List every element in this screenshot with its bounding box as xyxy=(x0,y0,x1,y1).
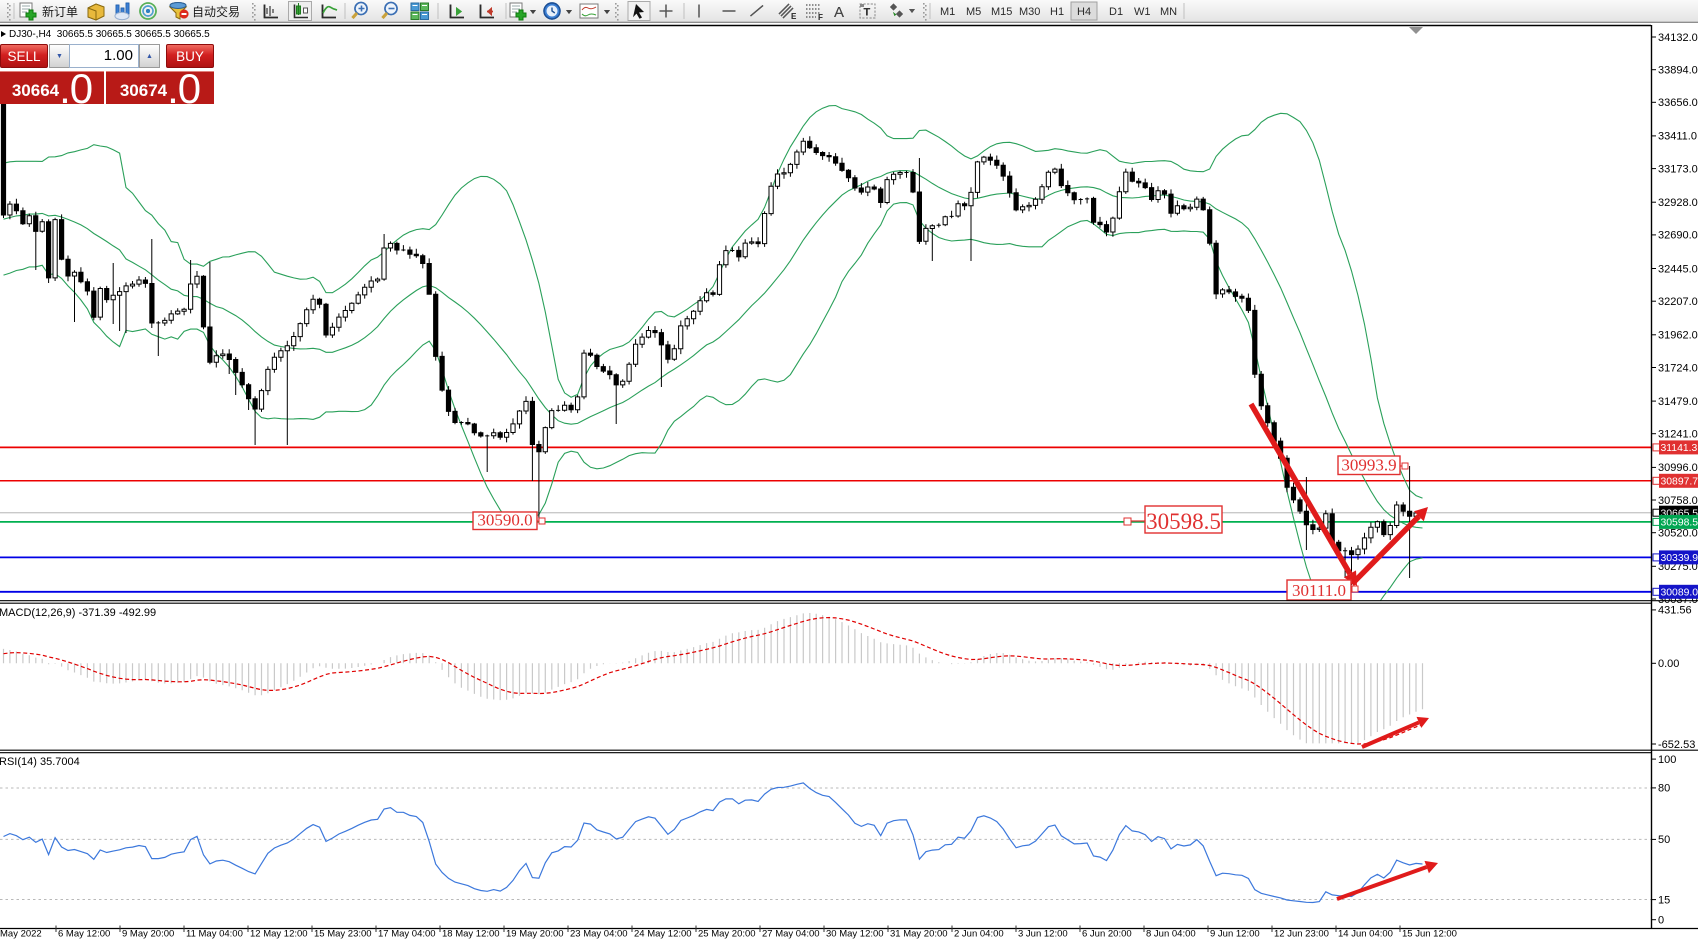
svg-text:15: 15 xyxy=(1658,894,1670,906)
svg-text:30758.0: 30758.0 xyxy=(1658,495,1698,507)
svg-text:6 May 12:00: 6 May 12:00 xyxy=(58,929,110,939)
svg-text:30897.7: 30897.7 xyxy=(1661,477,1698,488)
svg-text:0: 0 xyxy=(1658,915,1664,927)
svg-text:D1: D1 xyxy=(1109,6,1123,18)
svg-text:30111.0: 30111.0 xyxy=(1292,581,1346,600)
svg-text:30993.9: 30993.9 xyxy=(1341,456,1396,475)
svg-text:30665.5: 30665.5 xyxy=(1661,508,1698,519)
svg-text:32207.0: 32207.0 xyxy=(1658,296,1698,308)
svg-text:自动交易: 自动交易 xyxy=(192,4,240,19)
svg-text:F: F xyxy=(818,13,823,22)
svg-text:31962.0: 31962.0 xyxy=(1658,330,1698,342)
svg-text:34132.0: 34132.0 xyxy=(1658,32,1698,44)
svg-text:30339.9: 30339.9 xyxy=(1661,553,1698,564)
svg-text:33894.0: 33894.0 xyxy=(1658,65,1698,77)
svg-text:31141.3: 31141.3 xyxy=(1661,443,1698,454)
svg-text:9 May 20:00: 9 May 20:00 xyxy=(122,929,174,939)
svg-text:3 Jun 12:00: 3 Jun 12:00 xyxy=(1018,929,1068,939)
svg-text:33173.0: 33173.0 xyxy=(1658,163,1698,175)
svg-text:80: 80 xyxy=(1658,783,1670,795)
svg-text:100: 100 xyxy=(1658,754,1676,766)
svg-text:12 Jun 23:00: 12 Jun 23:00 xyxy=(1274,929,1329,939)
svg-text:30598.5: 30598.5 xyxy=(1661,518,1698,529)
svg-text:9 Jun 12:00: 9 Jun 12:00 xyxy=(1210,929,1260,939)
svg-text:8 Jun 04:00: 8 Jun 04:00 xyxy=(1146,929,1196,939)
svg-text:25 May 20:00: 25 May 20:00 xyxy=(698,929,756,939)
svg-text:30089.0: 30089.0 xyxy=(1661,588,1698,599)
svg-text:30598.5: 30598.5 xyxy=(1146,509,1221,534)
svg-text:32928.0: 32928.0 xyxy=(1658,197,1698,209)
svg-text:MACD(12,26,9) -371.39 -492.99: MACD(12,26,9) -371.39 -492.99 xyxy=(0,607,156,619)
svg-text:50: 50 xyxy=(1658,834,1670,846)
svg-text:31241.0: 31241.0 xyxy=(1658,429,1698,441)
svg-text:H1: H1 xyxy=(1050,6,1064,18)
svg-text:MN: MN xyxy=(1160,6,1177,18)
svg-text:12 May 12:00: 12 May 12:00 xyxy=(250,929,308,939)
svg-text:6 Jun 20:00: 6 Jun 20:00 xyxy=(1082,929,1132,939)
svg-text:18 May 12:00: 18 May 12:00 xyxy=(442,929,500,939)
svg-text:M5: M5 xyxy=(966,6,981,18)
svg-text:31724.0: 31724.0 xyxy=(1658,362,1698,374)
svg-text:H4: H4 xyxy=(1077,6,1091,18)
svg-text:33411.0: 33411.0 xyxy=(1658,131,1697,143)
svg-text:30996.0: 30996.0 xyxy=(1658,462,1698,474)
svg-text:30 May 12:00: 30 May 12:00 xyxy=(826,929,884,939)
svg-text:32690.0: 32690.0 xyxy=(1658,230,1698,242)
svg-text:E: E xyxy=(791,12,797,21)
svg-text:24 May 12:00: 24 May 12:00 xyxy=(634,929,692,939)
svg-text:RSI(14) 35.7004: RSI(14) 35.7004 xyxy=(0,756,80,768)
svg-text:15 May 23:00: 15 May 23:00 xyxy=(314,929,372,939)
svg-text:17 May 04:00: 17 May 04:00 xyxy=(378,929,436,939)
svg-text:M1: M1 xyxy=(940,6,955,18)
svg-text:15 Jun 12:00: 15 Jun 12:00 xyxy=(1402,929,1457,939)
svg-text:T: T xyxy=(864,7,871,19)
svg-text:2 Jun 04:00: 2 Jun 04:00 xyxy=(954,929,1004,939)
svg-text:32445.0: 32445.0 xyxy=(1658,263,1698,275)
svg-text:33656.0: 33656.0 xyxy=(1658,97,1698,109)
svg-text:19 May 20:00: 19 May 20:00 xyxy=(506,929,564,939)
svg-text:31479.0: 31479.0 xyxy=(1658,396,1698,408)
svg-text:新订单: 新订单 xyxy=(42,4,78,19)
svg-text:27 May 04:00: 27 May 04:00 xyxy=(762,929,820,939)
svg-text:31 May 20:00: 31 May 20:00 xyxy=(890,929,948,939)
svg-text:30590.0: 30590.0 xyxy=(477,511,532,530)
svg-text:30520.0: 30520.0 xyxy=(1658,528,1698,540)
svg-text:11 May 04:00: 11 May 04:00 xyxy=(186,929,243,939)
svg-text:23 May 04:00: 23 May 04:00 xyxy=(570,929,628,939)
svg-text:A: A xyxy=(834,4,844,21)
svg-text:E: E xyxy=(791,12,797,21)
svg-text:W1: W1 xyxy=(1134,6,1151,18)
svg-text:M15: M15 xyxy=(991,6,1012,18)
svg-text:14 Jun 04:00: 14 Jun 04:00 xyxy=(1338,929,1393,939)
svg-text:-652.53: -652.53 xyxy=(1658,739,1695,751)
svg-text:0.00: 0.00 xyxy=(1658,658,1679,670)
svg-text:431.56: 431.56 xyxy=(1658,605,1692,617)
svg-text:T: T xyxy=(864,7,871,19)
svg-text:M30: M30 xyxy=(1019,6,1040,18)
svg-text:F: F xyxy=(818,13,823,22)
svg-text:A: A xyxy=(834,4,844,21)
svg-text:May 2022: May 2022 xyxy=(0,929,42,939)
